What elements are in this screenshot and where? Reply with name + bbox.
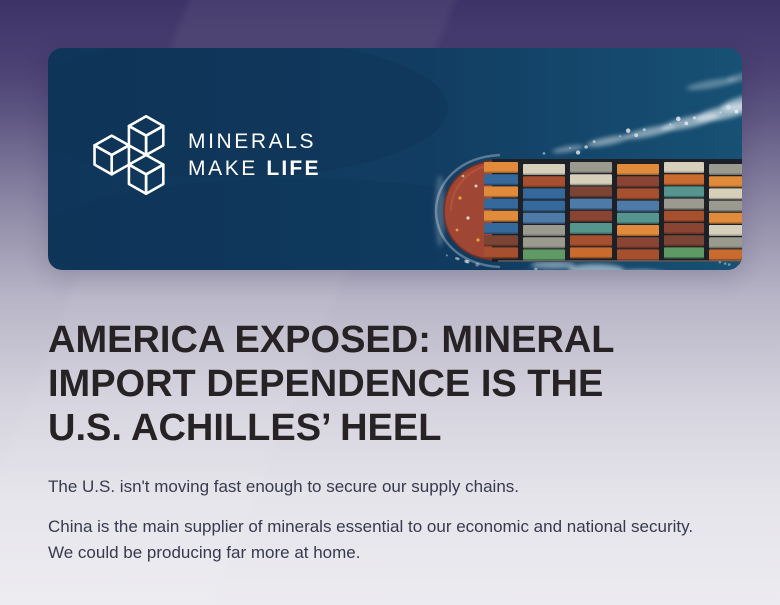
- headline-line-3: U.S. ACHILLES’ HEEL: [48, 407, 442, 449]
- container-ship: [434, 153, 742, 269]
- article-body: The U.S. isn't moving fast enough to sec…: [48, 474, 708, 566]
- paragraph-china-supplier: China is the main supplier of minerals e…: [48, 517, 694, 562]
- logo-line2: MAKE LIFE: [188, 157, 321, 180]
- page-title: AMERICA EXPOSED: MINERAL IMPORT DEPENDEN…: [48, 318, 728, 450]
- container-ship-photo: [48, 48, 742, 270]
- logo-wordmark: MINERALS MAKE LIFE: [188, 128, 321, 182]
- paragraph-supply-chains: The U.S. isn't moving fast enough to sec…: [48, 477, 519, 496]
- headline-line-2: IMPORT DEPENDENCE IS THE: [48, 363, 604, 405]
- hero-banner: MINERALS MAKE LIFE: [48, 48, 742, 270]
- headline-line-1: AMERICA EXPOSED: MINERAL: [48, 319, 615, 361]
- foam-specks: [445, 104, 740, 270]
- cubes-logo-icon: [93, 115, 165, 195]
- logo-line1: MINERALS: [188, 130, 317, 153]
- minerals-make-life-logo[interactable]: MINERALS MAKE LIFE: [92, 112, 321, 198]
- container-stacks: [484, 162, 742, 261]
